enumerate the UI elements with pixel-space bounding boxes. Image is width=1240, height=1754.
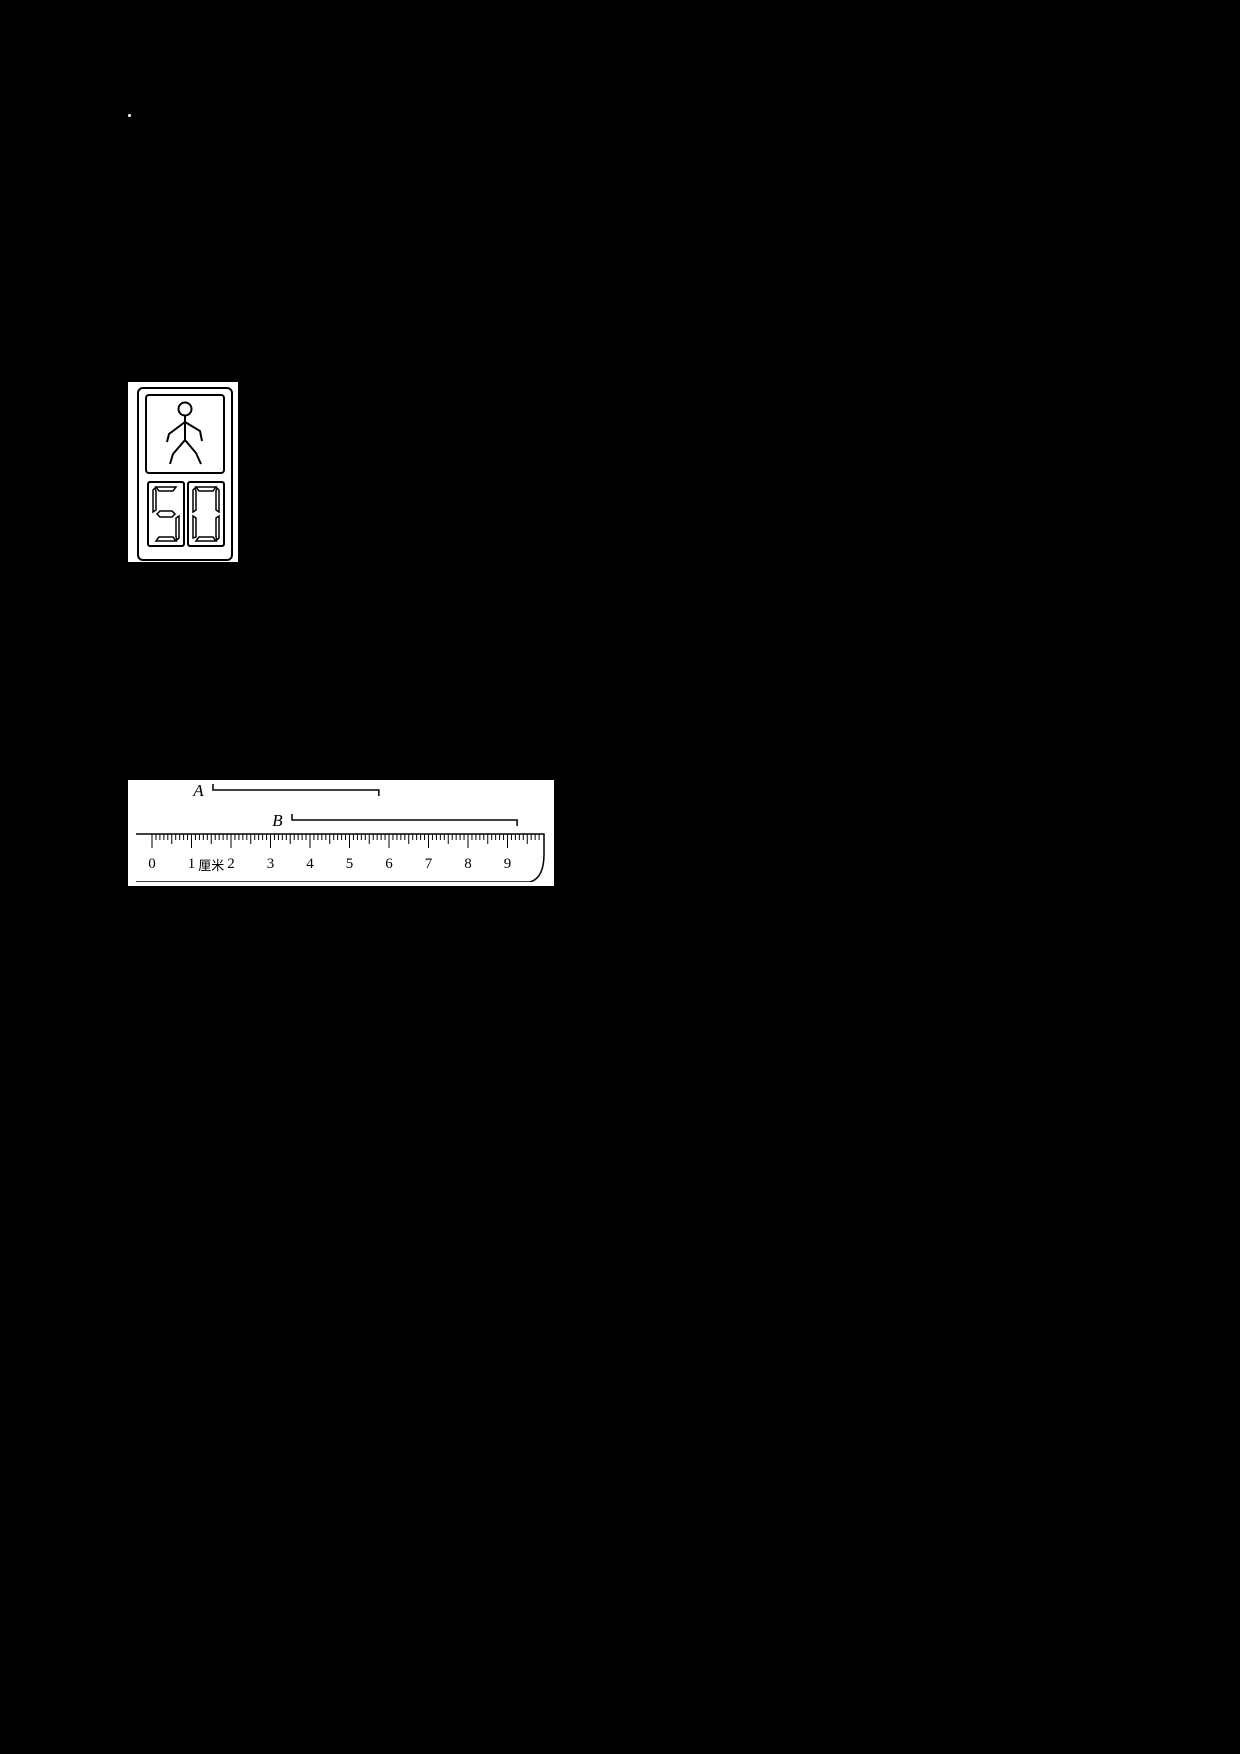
svg-text:0: 0 (148, 856, 156, 872)
svg-text:8: 8 (464, 856, 472, 872)
segment-a-label: A (193, 781, 203, 801)
svg-text:4: 4 (306, 856, 314, 872)
signal-pedestrian-panel (145, 394, 225, 474)
segment-b-bracket (290, 814, 519, 826)
svg-text:6: 6 (385, 856, 393, 872)
signal-countdown-panel (145, 477, 225, 549)
svg-text:5: 5 (346, 856, 354, 872)
svg-text:2: 2 (227, 856, 235, 872)
digit-box-left (147, 481, 185, 547)
pedestrian-icon (153, 400, 217, 468)
pedestrian-signal-figure (128, 382, 238, 562)
svg-text:厘米: 厘米 (198, 858, 224, 873)
digit-box-right (187, 481, 225, 547)
svg-text:7: 7 (425, 856, 433, 872)
segment-b-label: B (272, 811, 282, 831)
seven-seg-right (191, 485, 221, 543)
decorative-dot (128, 114, 131, 117)
svg-text:9: 9 (504, 856, 512, 872)
svg-text:3: 3 (267, 856, 275, 872)
signal-frame (137, 387, 233, 561)
seven-seg-left (151, 485, 181, 543)
segment-a-bracket (211, 784, 381, 796)
ruler-svg: 0 1厘米2 3 4 5 6 7 8 9 (134, 832, 548, 882)
svg-text:1: 1 (188, 856, 196, 872)
page-container: A B 0 1厘米2 3 4 5 6 7 8 9 (0, 0, 1240, 1754)
ruler-figure: A B 0 1厘米2 3 4 5 6 7 8 9 (128, 780, 554, 886)
